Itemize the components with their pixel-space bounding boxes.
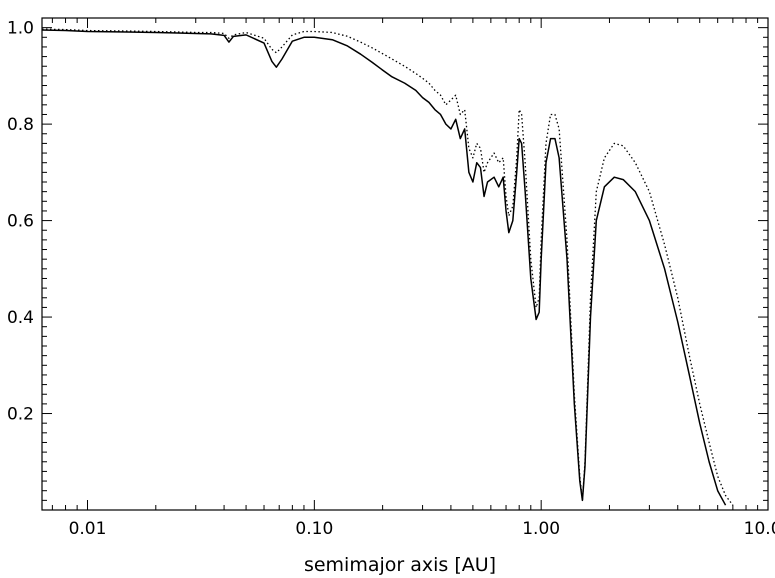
x-tick-label: 0.10	[295, 519, 333, 539]
x-axis-label: semimajor axis [AU]	[304, 554, 496, 576]
series-line-solid	[41, 29, 727, 506]
x-tick-label: 1.00	[522, 519, 560, 539]
plot-frame	[41, 17, 769, 511]
tick-marks	[42, 18, 769, 510]
tick-labels: 0.01 0.10 1.00 10.00 0.2 0.4 0.6 0.8 1.0	[7, 19, 775, 539]
x-tick-label: 0.01	[69, 519, 107, 539]
y-tick-label: 1.0	[7, 19, 34, 39]
x-tick-label: 10.00	[744, 519, 775, 539]
y-tick-label: 0.6	[7, 212, 34, 232]
y-tick-label: 0.4	[7, 308, 34, 328]
series-line-dotted	[41, 28, 734, 506]
series-layer	[41, 28, 734, 506]
y-tick-label: 0.2	[7, 405, 34, 425]
y-tick-label: 0.8	[7, 115, 34, 135]
